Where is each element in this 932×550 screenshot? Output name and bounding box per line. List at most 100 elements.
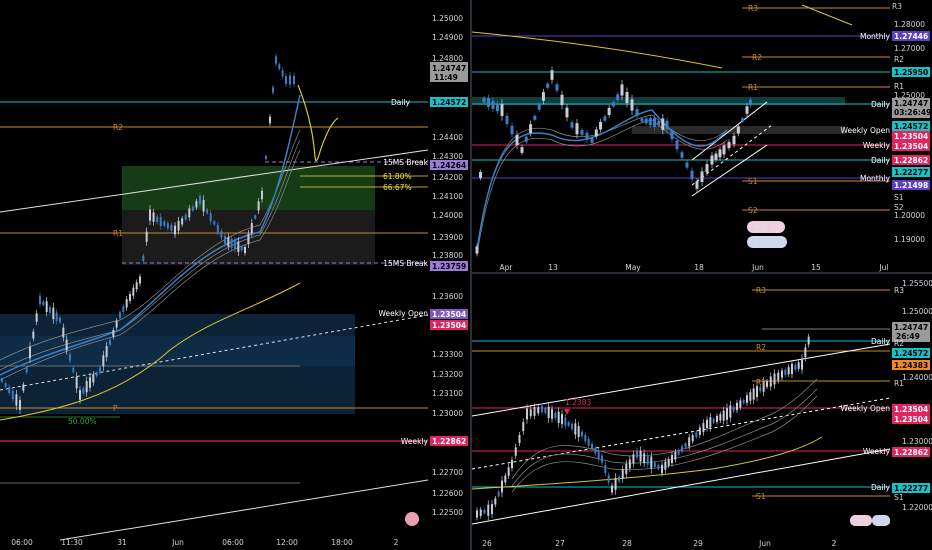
price-tick: 1.20000 (894, 211, 925, 220)
event-badge-text-1: 2 3 (853, 517, 865, 526)
event-badge-row-2[interactable] (747, 236, 787, 248)
trend-line-upper (0, 149, 428, 213)
event-badge-1[interactable] (850, 515, 872, 526)
time-tick: 11:30 (61, 538, 83, 547)
last-price: 1.24747 (894, 323, 928, 332)
candle-body (603, 116, 607, 121)
price-tick: 1.23600 (432, 292, 463, 301)
candle-body (643, 453, 646, 464)
candle-body (220, 231, 223, 238)
time-tick: 06:00 (222, 538, 244, 547)
candle-body (129, 294, 131, 301)
left-chart-panel[interactable]: Daily R2 R1 P 15MS Break 15MS Break 61.8… (0, 0, 428, 550)
candle-body (570, 122, 574, 128)
candle-body (99, 367, 101, 373)
candle-body (254, 215, 257, 219)
candle-body (722, 145, 726, 155)
bottom-right-time-axis: 26 27 28 29 Jun 2 (482, 539, 836, 548)
candle-body (675, 140, 679, 150)
price-tick: 1.23900 (432, 233, 463, 242)
yellow-ma (472, 436, 823, 490)
candle-body (510, 125, 514, 135)
s1-tick: S1 (894, 493, 904, 502)
event-badge-2[interactable] (872, 515, 890, 526)
candle-body (618, 476, 621, 482)
candle-body (607, 107, 611, 115)
top-right-chart-panel[interactable]: R2 R3 R1 S1 S2 Monthly Daily Weekly Open… (472, 0, 890, 272)
candle-body (1, 378, 3, 382)
bottom-right-price-axis[interactable]: 1.25500 R3 1.25000 1.24747 26:49 1.24572… (890, 274, 932, 550)
price-tick: 1.24300 (432, 152, 463, 161)
candle-body (620, 84, 624, 96)
daily-low-tag (892, 483, 930, 493)
candle-body (766, 381, 768, 387)
event-badge-icon[interactable] (405, 512, 419, 526)
time-tick: Jul (878, 263, 888, 272)
candle-body (684, 443, 687, 448)
weekly-open-label: Weekly Open (379, 309, 429, 318)
candle-body (741, 118, 745, 122)
time-tick: 18 (694, 263, 704, 272)
ma-ribbon (511, 378, 818, 493)
projection-arrow (297, 84, 339, 162)
candle-body (479, 509, 482, 517)
top-right-canvas[interactable]: R2 R3 R1 S1 S2 Monthly Daily Weekly Open… (472, 0, 890, 272)
candle-body (777, 372, 780, 381)
price-tick: 1.23200 (432, 370, 463, 379)
candle-body (671, 454, 673, 464)
candle-body (801, 358, 803, 370)
weekly-open-price: 1.23504 (894, 405, 928, 414)
candle-body (250, 222, 253, 234)
daily-low-label: Daily (871, 156, 890, 165)
candle-body (773, 373, 776, 385)
candle-body (25, 367, 28, 373)
candle-body (529, 409, 532, 417)
event-badge-row-1[interactable] (747, 221, 785, 233)
candle-body (625, 91, 629, 104)
candle-body (65, 339, 68, 351)
price-tick: 1.28000 (894, 20, 925, 29)
candle-body (230, 238, 233, 248)
weekly-open-label: Weekly Open (841, 126, 891, 135)
candle-body (52, 307, 55, 320)
top-right-price-axis[interactable]: R3 1.28000 1.27446 1.27000 R2 1.25950 R1… (890, 0, 932, 272)
candle-body (269, 116, 271, 124)
candle-body (479, 172, 482, 178)
candle-body (575, 123, 579, 135)
candle-body (142, 255, 145, 262)
left-price-axis[interactable]: 1.25000 1.24900 1.24800 1.24747 11:49 1.… (428, 0, 470, 550)
r2-tick: R2 (894, 339, 904, 348)
candle-body (632, 454, 635, 464)
left-chart-canvas[interactable]: Daily R2 R1 P 15MS Break 15MS Break 61.8… (0, 0, 428, 550)
s2-tick: S2 (894, 203, 904, 212)
price-tick: 1.25000 (894, 91, 925, 100)
bottom-right-canvas[interactable]: 1.2383 R3 R2 R1 S1 Daily Weekly Open Wee… (472, 274, 890, 550)
r3-label: R3 (756, 286, 766, 295)
candle-body (195, 201, 198, 208)
horizontal-divider[interactable] (472, 272, 932, 274)
daily-price-tag (430, 97, 468, 107)
price-tick: 1.22700 (432, 468, 463, 477)
candle-body (661, 118, 665, 130)
high-marker-label: 1.2383 (565, 398, 591, 407)
candle-body (646, 456, 649, 465)
candle-body (163, 221, 166, 226)
price-tick: 1.27000 (894, 44, 925, 53)
event-badge-text-2: 4 5 6 (874, 517, 890, 526)
daily-price-tag (892, 121, 930, 131)
candle-body (746, 395, 748, 403)
candle-body (177, 220, 180, 231)
candle-body (585, 132, 589, 140)
bottom-right-chart-panel[interactable]: 1.2383 R3 R2 R1 S1 Daily Weekly Open Wee… (472, 274, 890, 550)
candle-body (257, 201, 260, 211)
r1-tick: R1 (894, 82, 904, 91)
weekly-open-price: 1.23504 (894, 132, 928, 141)
candle-body (29, 346, 31, 359)
weekly-open-label: Weekly Open (841, 404, 891, 413)
vertical-divider[interactable] (470, 0, 472, 550)
time-tick: 29 (693, 539, 703, 548)
candle-body (784, 369, 787, 376)
candle-body (628, 459, 631, 469)
time-tick: 31 (117, 538, 127, 547)
candle-body (507, 467, 510, 476)
